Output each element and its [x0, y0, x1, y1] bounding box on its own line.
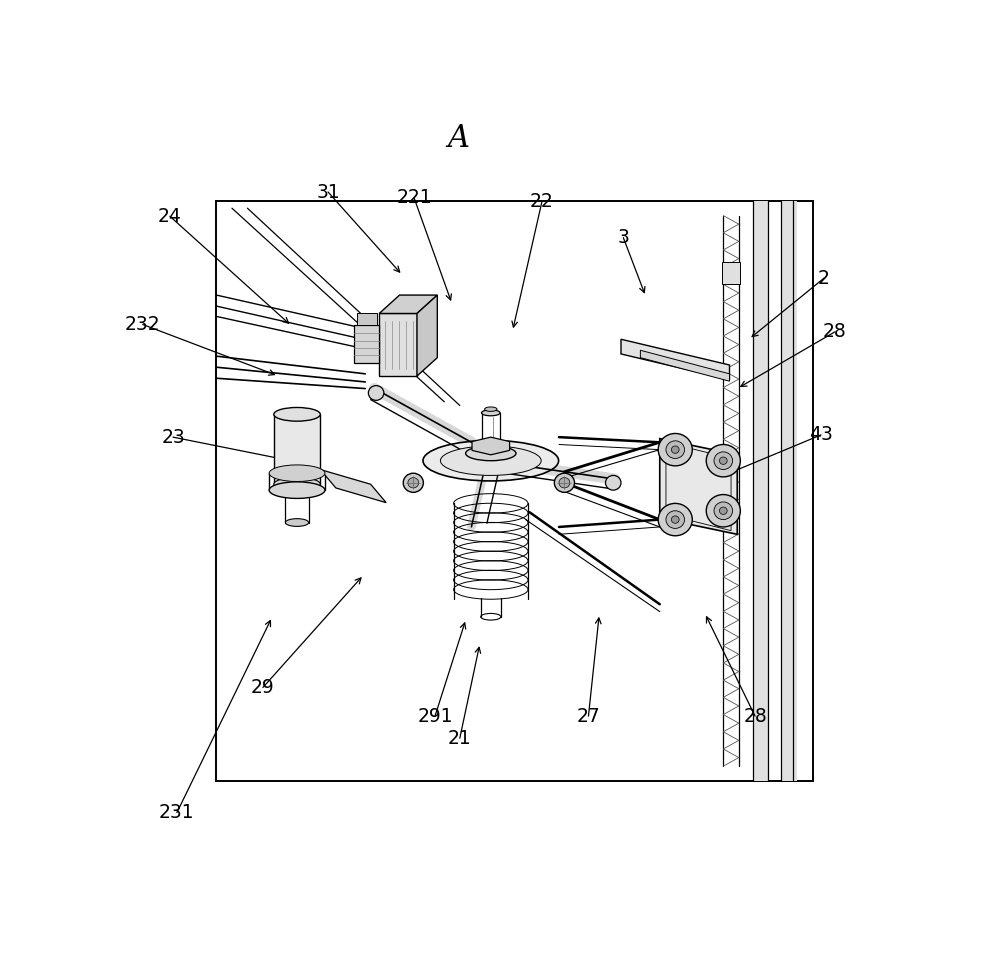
Ellipse shape	[440, 445, 541, 475]
Circle shape	[706, 445, 740, 477]
Text: 24: 24	[158, 206, 182, 226]
Bar	[357, 314, 377, 324]
Text: 231: 231	[159, 803, 195, 822]
Circle shape	[666, 441, 685, 459]
Circle shape	[606, 475, 621, 490]
Text: 27: 27	[577, 706, 600, 726]
Polygon shape	[781, 201, 797, 781]
Ellipse shape	[485, 407, 497, 411]
Circle shape	[671, 516, 679, 523]
Text: 291: 291	[417, 706, 453, 726]
Ellipse shape	[274, 407, 320, 422]
Polygon shape	[640, 350, 730, 381]
Text: 28: 28	[823, 322, 847, 341]
Ellipse shape	[274, 477, 320, 491]
Ellipse shape	[481, 410, 500, 416]
Text: 23: 23	[161, 427, 185, 446]
Circle shape	[403, 473, 423, 492]
Polygon shape	[472, 437, 510, 455]
Ellipse shape	[269, 465, 325, 482]
Circle shape	[408, 478, 419, 488]
Polygon shape	[417, 295, 437, 376]
Polygon shape	[320, 469, 386, 503]
Circle shape	[658, 504, 692, 535]
Text: 43: 43	[809, 425, 833, 445]
Ellipse shape	[423, 441, 559, 481]
Circle shape	[368, 385, 384, 401]
Circle shape	[658, 433, 692, 466]
Text: 2: 2	[818, 269, 830, 288]
Circle shape	[554, 473, 574, 492]
Text: 28: 28	[743, 706, 767, 726]
Text: 3: 3	[617, 228, 629, 248]
Circle shape	[719, 507, 727, 514]
Circle shape	[671, 445, 679, 453]
Polygon shape	[753, 201, 768, 781]
Ellipse shape	[269, 482, 325, 498]
Text: A: A	[447, 122, 469, 154]
Ellipse shape	[466, 445, 516, 461]
Text: 221: 221	[396, 188, 432, 207]
Circle shape	[706, 494, 740, 527]
Circle shape	[719, 457, 727, 465]
Text: 232: 232	[125, 315, 161, 334]
Text: 21: 21	[448, 728, 472, 748]
Circle shape	[714, 502, 733, 520]
Circle shape	[714, 452, 733, 469]
Bar	[722, 262, 740, 284]
Text: 29: 29	[251, 678, 275, 697]
Polygon shape	[660, 439, 737, 534]
Circle shape	[559, 478, 570, 488]
Ellipse shape	[285, 519, 309, 527]
Bar	[354, 324, 379, 362]
Bar	[216, 201, 813, 781]
Polygon shape	[274, 414, 320, 485]
Polygon shape	[379, 295, 437, 314]
Polygon shape	[621, 339, 730, 380]
Bar	[379, 314, 417, 376]
Text: 31: 31	[316, 183, 340, 202]
Text: 22: 22	[530, 192, 554, 211]
Circle shape	[666, 511, 685, 529]
